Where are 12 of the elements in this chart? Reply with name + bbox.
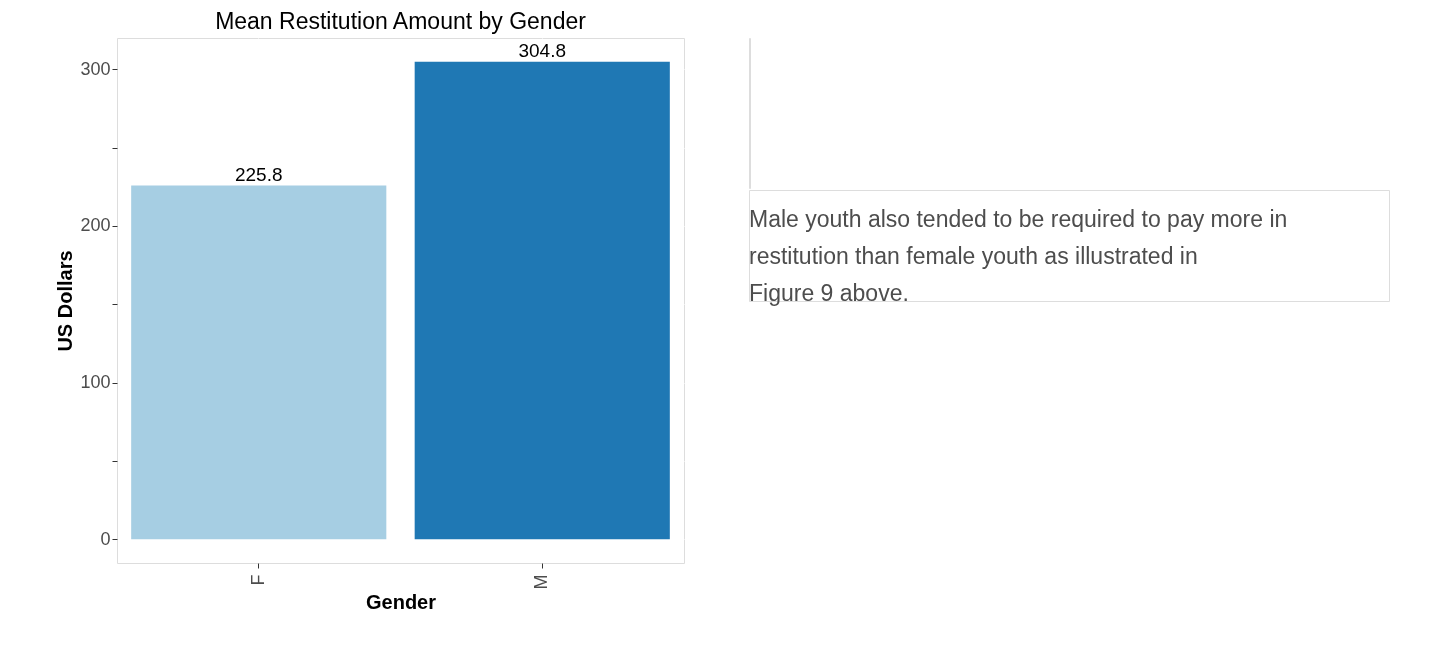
data-label: 304.8 (518, 39, 567, 61)
y-axis-title: US Dollars (54, 250, 77, 352)
y-tick-label: 0 (100, 528, 111, 549)
x-tick-label: M (531, 574, 552, 590)
text: Male youth also tended to be required to pay more in restitution than female youth as illustrated in Figure 9 above. (749, 205, 1288, 306)
y-tick-label: 100 (80, 372, 111, 393)
x-axis-title: Gender (365, 591, 437, 614)
y-tick-label: 200 (80, 215, 111, 236)
data-label: 225.8 (234, 163, 283, 185)
y-tick-label: 300 (80, 58, 111, 79)
x-tick-label: F (247, 574, 268, 586)
chart-title: Mean Restitution Amount by Gender (215, 8, 587, 34)
